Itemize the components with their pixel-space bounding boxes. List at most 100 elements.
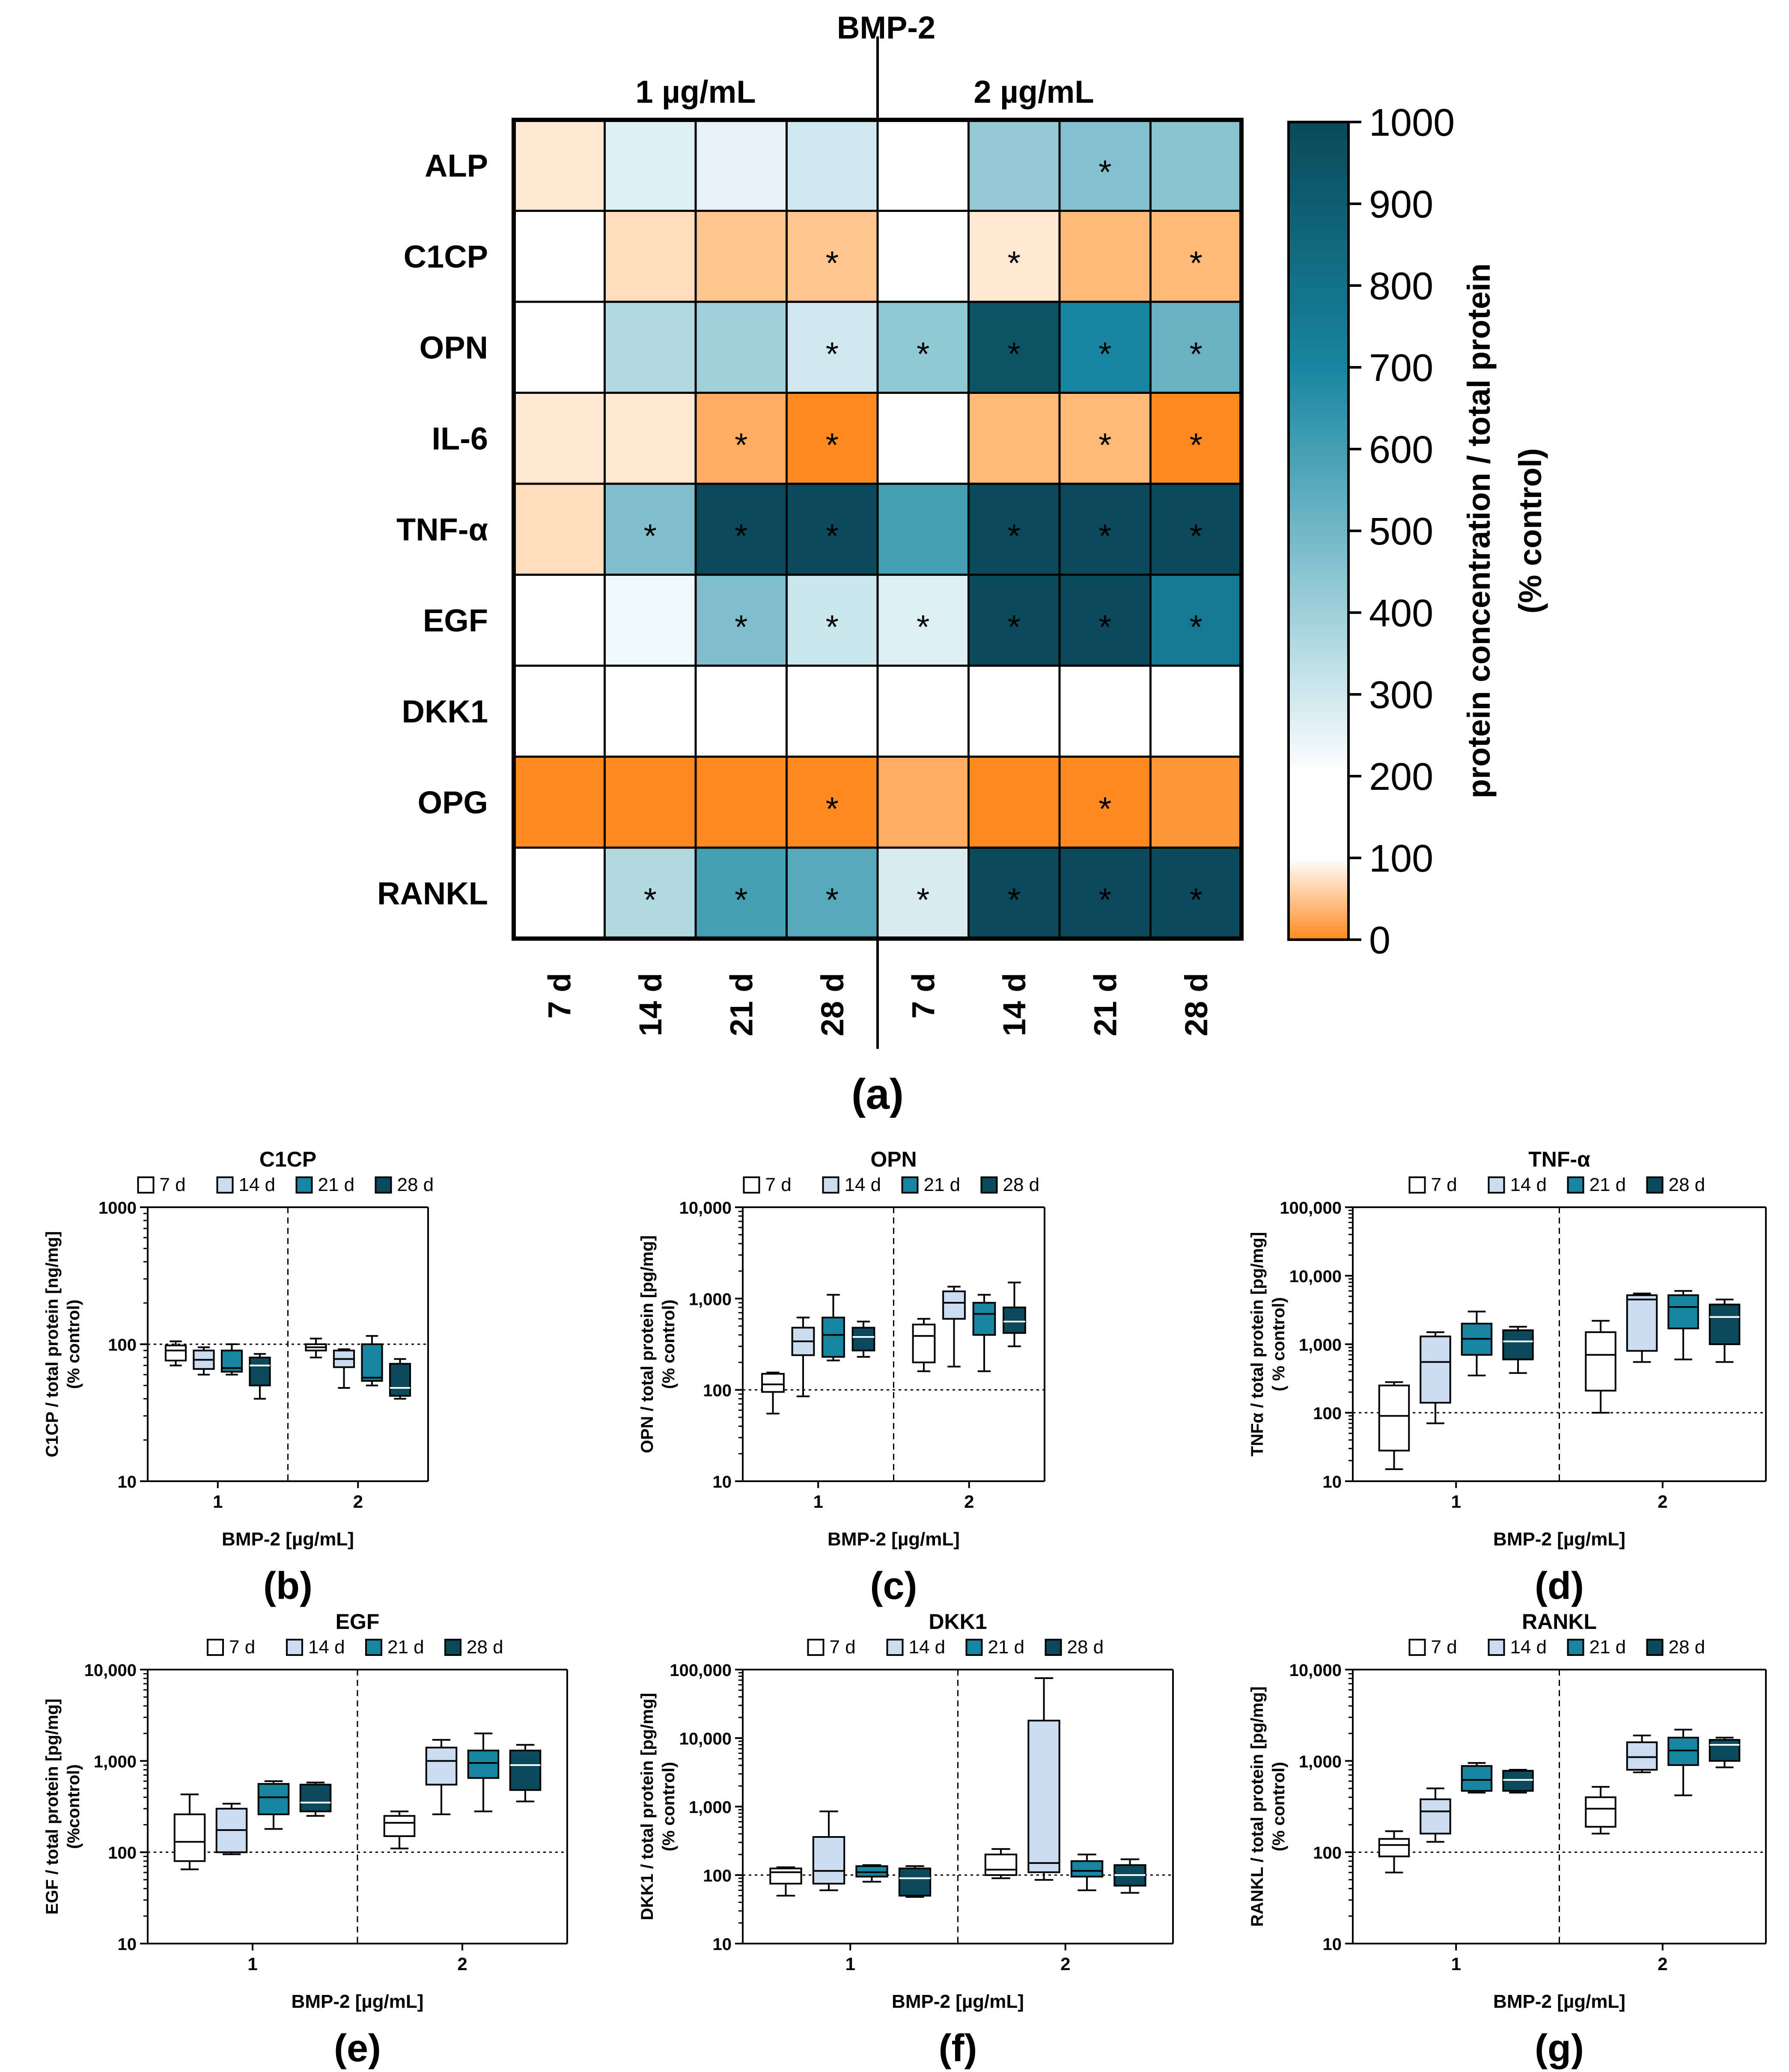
box <box>173 1813 206 1862</box>
box-14d-group1 <box>193 1346 215 1375</box>
significance-marker: * <box>826 517 839 554</box>
x-tick-label: 1 <box>213 1491 223 1512</box>
box <box>249 1357 271 1387</box>
significance-marker: * <box>826 426 839 464</box>
x-tick-label: 2 <box>457 1954 467 1974</box>
box-14d-group2 <box>942 1286 966 1368</box>
box <box>972 1302 996 1336</box>
legend-label: 28 d <box>467 1637 503 1658</box>
panel-label: (e) <box>334 2027 381 2070</box>
significance-marker: * <box>1190 244 1203 282</box>
y-tick-label: 1,000 <box>1299 1752 1342 1771</box>
colorbar-tick-label: 1000 <box>1369 101 1455 144</box>
box <box>912 1323 936 1363</box>
box <box>1502 1770 1534 1792</box>
legend-swatch <box>1567 1176 1584 1194</box>
legend-label: 21 d <box>387 1637 424 1658</box>
y-tick-label: 100 <box>1313 1404 1342 1423</box>
box <box>1070 1860 1104 1878</box>
heatmap-cell <box>604 119 697 212</box>
boxplot-panel: C1CP 7 d 14 d 21 d 28 d 10 100 1000 1 2 BMP-2 [µg/… <box>43 1147 434 1608</box>
box <box>1027 1720 1060 1873</box>
legend-label: 7 d <box>765 1174 792 1195</box>
significance-marker: * <box>1008 881 1021 918</box>
y-tick-label: 10 <box>118 1935 137 1954</box>
y-tick-label: 1,000 <box>1299 1336 1342 1355</box>
box-7d-group1 <box>164 1340 187 1366</box>
y-tick-label: 100 <box>108 1336 137 1355</box>
heatmap-cell <box>1058 210 1152 303</box>
x-tick-label: 2 <box>1658 1491 1667 1512</box>
heatmap-cell <box>1058 664 1152 758</box>
box <box>383 1815 416 1837</box>
legend-label: 21 d <box>988 1637 1025 1658</box>
significance-marker: * <box>735 881 747 918</box>
heatmap-cell <box>1149 664 1243 758</box>
legend-label: 28 d <box>1003 1174 1040 1195</box>
heatmap-column-label: 14 d <box>633 973 668 1036</box>
significance-marker: * <box>1008 335 1021 372</box>
box-21d-group2 <box>1070 1853 1104 1891</box>
heatmap-cell <box>1149 119 1243 212</box>
y-tick-label: 100 <box>108 1844 137 1863</box>
heatmap-cell <box>1058 574 1152 667</box>
box-7d-group1 <box>1378 1381 1410 1470</box>
box <box>425 1747 458 1786</box>
heatmap-cell <box>876 756 970 849</box>
box-7d-group2 <box>383 1810 416 1849</box>
heatmap-cell <box>512 756 606 849</box>
heatmap-cell <box>604 664 697 758</box>
panel-label: (g) <box>1535 2027 1584 2070</box>
legend-label: 28 d <box>1067 1637 1104 1658</box>
significance-marker: * <box>826 881 839 918</box>
legend-label: 28 d <box>1669 1174 1706 1195</box>
x-tick-label: 1 <box>1451 1491 1461 1512</box>
heatmap-column-label: 14 d <box>997 973 1032 1036</box>
box-28d-group2 <box>389 1358 411 1400</box>
colorbar-tick-label: 600 <box>1369 429 1433 471</box>
y-axis-label-unit: (% control) <box>1269 1762 1288 1852</box>
legend-swatch <box>286 1639 303 1656</box>
legend-label: 7 d <box>229 1637 255 1658</box>
legend-swatch <box>137 1176 155 1194</box>
box-14d-group1 <box>215 1803 248 1855</box>
box <box>1709 1739 1741 1762</box>
box-21d-group1 <box>1461 1762 1493 1794</box>
y-tick-label: 10,000 <box>1289 1267 1342 1286</box>
box-28d-group2 <box>1003 1281 1026 1347</box>
y-tick-label: 10 <box>1323 1935 1342 1954</box>
box-28d-group1 <box>249 1353 271 1400</box>
box <box>984 1853 1018 1876</box>
box <box>257 1783 290 1816</box>
heatmap-row-label: EGF <box>423 603 488 638</box>
legend-label: 21 d <box>1590 1174 1626 1195</box>
box-28d-group2 <box>1709 1298 1741 1363</box>
heatmap-cell <box>694 664 788 758</box>
box <box>1502 1329 1534 1360</box>
heatmap-row-label: RANKL <box>377 875 488 911</box>
heatmap-cell <box>786 210 879 303</box>
y-tick-label: 10 <box>713 1473 732 1491</box>
significance-marker: * <box>917 608 929 646</box>
heatmap-cell <box>876 664 970 758</box>
legend-swatch <box>1646 1176 1664 1194</box>
box <box>164 1344 187 1362</box>
significance-marker: * <box>1008 244 1021 282</box>
y-tick-label: 100,000 <box>670 1661 732 1680</box>
heatmap-cell <box>694 119 788 212</box>
legend-label: 28 d <box>1669 1637 1706 1658</box>
legend-swatch <box>365 1639 382 1656</box>
significance-marker: * <box>735 608 747 646</box>
chart-title: C1CP <box>259 1147 316 1171</box>
heatmap-cell <box>1149 574 1243 667</box>
heatmap-cell <box>604 392 697 485</box>
heatmap-cell <box>512 392 606 485</box>
heatmap-cell <box>786 392 879 485</box>
heatmap-row-label: ALP <box>425 148 488 183</box>
heatmap-cell <box>604 574 697 667</box>
heatmap-title: BMP-2 <box>837 10 935 45</box>
boxplot-panel: RANKL 7 d 14 d 21 d 28 d 10 100 1,000 10,000 1 2 BM… <box>1248 1610 1767 2070</box>
heatmap-cell <box>694 846 788 940</box>
heatmap-cell <box>786 664 879 758</box>
heatmap-cell <box>876 392 970 485</box>
